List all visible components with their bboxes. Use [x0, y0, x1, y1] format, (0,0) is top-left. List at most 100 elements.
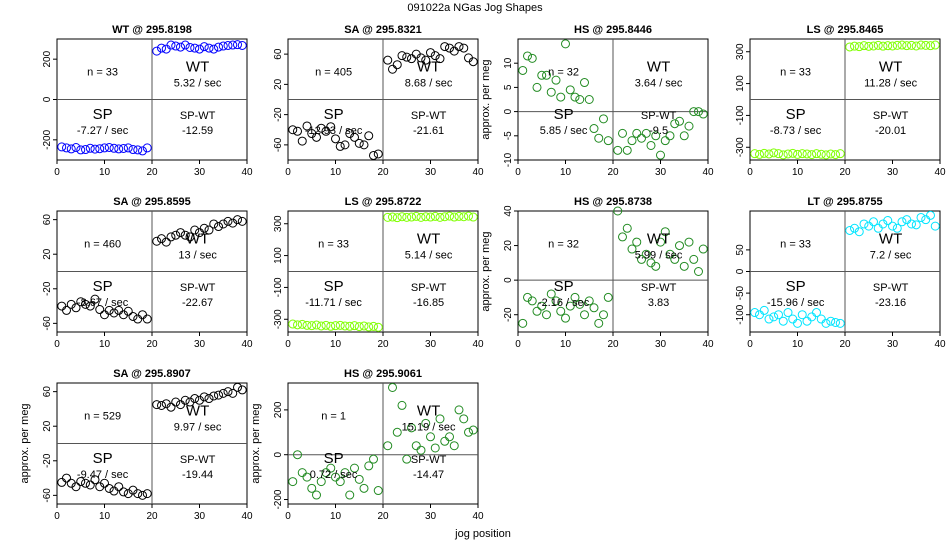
data-point-sp: [109, 308, 119, 318]
data-point-sp: [537, 70, 547, 80]
sp-rate: -9.47 / sec: [77, 469, 129, 481]
data-point-sp: [62, 305, 71, 315]
data-point-sp: [589, 303, 599, 313]
y-tick-label: -300: [273, 309, 284, 329]
data-point-sp: [76, 477, 86, 487]
diff-label: SP-WT: [411, 110, 447, 122]
diff-value: 3.83: [648, 297, 669, 309]
data-point-sp: [802, 316, 812, 326]
data-point-wt: [618, 128, 627, 138]
wt-rate: 5.99 / sec: [635, 250, 683, 262]
data-point-sp: [527, 53, 537, 63]
data-point-wt: [223, 40, 233, 50]
data-point-sp: [369, 321, 378, 331]
data-point-sp: [57, 142, 67, 152]
data-point-wt: [641, 128, 651, 138]
data-point-wt: [440, 212, 450, 222]
diff-label: SP-WT: [180, 454, 216, 466]
data-point-wt: [421, 55, 431, 65]
data-point-wt: [468, 57, 478, 67]
data-point-sp: [90, 144, 100, 154]
n-count: n = 33: [318, 239, 349, 251]
data-point-wt: [199, 392, 209, 402]
diff-value: -12.59: [182, 125, 213, 137]
data-point-wt: [214, 42, 223, 52]
data-point-sp: [133, 145, 143, 155]
data-point-sp: [542, 70, 551, 80]
data-point-sp: [316, 321, 326, 331]
data-point-wt: [632, 128, 642, 138]
data-point-sp: [350, 463, 359, 473]
data-point-wt: [921, 215, 931, 225]
wt-rate: 11.28 / sec: [864, 78, 917, 90]
data-point-wt: [627, 136, 637, 146]
wt-label: WT: [647, 59, 670, 76]
data-point-sp: [340, 321, 350, 331]
data-point-wt: [864, 221, 874, 231]
x-tick-label: 40: [934, 339, 946, 350]
data-point-wt: [218, 41, 228, 51]
x-tick-label: 30: [194, 511, 206, 522]
data-point-sp: [369, 150, 378, 160]
data-point-wt: [613, 206, 623, 216]
data-point-sp: [85, 143, 95, 153]
data-point-wt: [873, 40, 883, 50]
data-point-sp: [769, 312, 779, 322]
data-point-wt: [883, 216, 893, 226]
y-tick-label: 10: [503, 57, 514, 69]
panel-4: LS @ 295.8465 0 10 20 30 40 -300 -100 100 300 n = …: [735, 24, 946, 178]
x-tick-label: 0: [54, 167, 60, 178]
data-point-sp: [797, 149, 807, 159]
data-point-wt: [407, 423, 416, 433]
data-point-sp: [142, 143, 152, 153]
data-point-wt: [892, 40, 902, 50]
data-point-sp: [783, 149, 793, 159]
data-point-sp: [546, 87, 556, 97]
data-point-wt: [637, 254, 646, 264]
data-point-wt: [237, 385, 247, 395]
data-point-wt: [152, 46, 162, 56]
x-tick-label: 20: [377, 511, 389, 522]
data-point-wt: [449, 212, 459, 222]
data-point-sp: [326, 122, 336, 132]
x-tick-label: 30: [887, 167, 899, 178]
x-tick-label: 20: [607, 167, 619, 178]
data-point-sp: [302, 320, 312, 330]
data-point-sp: [123, 306, 133, 316]
data-point-sp: [594, 318, 604, 328]
data-point-sp: [778, 316, 788, 326]
data-point-wt: [440, 436, 450, 446]
data-point-sp: [764, 314, 774, 324]
data-point-sp: [523, 51, 532, 61]
data-point-wt: [627, 244, 637, 254]
data-point-wt: [397, 400, 407, 410]
wt-rate: 9.97 / sec: [174, 422, 222, 434]
panel-9: SA @ 295.8907 0 10 20 30 40 -60 -20 20 60 approx. …: [19, 368, 253, 522]
data-point-sp: [340, 140, 350, 150]
data-point-sp: [71, 142, 81, 152]
data-point-sp: [812, 149, 821, 159]
diff-value: -22.67: [182, 297, 213, 309]
data-point-wt: [449, 46, 459, 56]
data-point-sp: [821, 150, 831, 160]
data-point-sp: [104, 483, 114, 493]
sp-label: SP: [554, 278, 574, 295]
data-point-sp: [831, 317, 840, 327]
data-point-sp: [316, 477, 326, 487]
diff-label: SP-WT: [641, 110, 677, 122]
data-point-sp: [76, 297, 86, 307]
data-point-wt: [166, 402, 176, 412]
data-point-wt: [171, 397, 181, 407]
data-point-sp: [321, 320, 331, 330]
data-point-sp: [755, 149, 764, 159]
x-tick-label: 10: [560, 339, 572, 350]
data-point-wt: [392, 60, 402, 70]
x-tick-label: 30: [194, 339, 206, 350]
x-tick-label: 40: [934, 167, 946, 178]
data-point-sp: [783, 308, 793, 318]
data-point-sp: [373, 149, 383, 159]
y-tick-label: -5: [503, 131, 514, 140]
y-tick-label: 20: [273, 78, 284, 90]
sp-rate: -7.27 / sec: [77, 125, 129, 137]
